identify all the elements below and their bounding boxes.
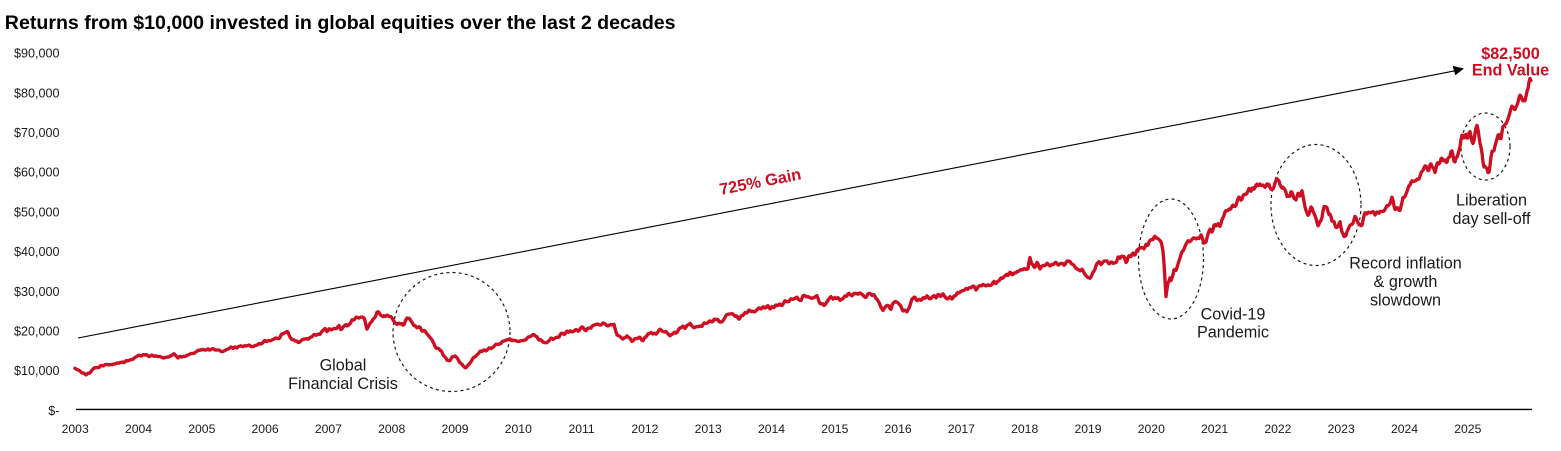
- svg-text:2023: 2023: [1328, 422, 1355, 436]
- svg-text:2015: 2015: [821, 422, 848, 436]
- svg-text:$70,000: $70,000: [14, 126, 60, 140]
- svg-text:2025: 2025: [1454, 422, 1481, 436]
- svg-text:$10,000: $10,000: [14, 364, 60, 378]
- svg-text:Pandemic: Pandemic: [1197, 324, 1269, 342]
- svg-text:$80,000: $80,000: [14, 86, 60, 100]
- svg-text:2007: 2007: [315, 422, 342, 436]
- svg-text:$82,500: $82,500: [1481, 45, 1540, 63]
- svg-text:Global: Global: [320, 356, 367, 374]
- svg-text:2011: 2011: [568, 422, 594, 436]
- svg-text:$50,000: $50,000: [14, 205, 60, 219]
- svg-text:$30,000: $30,000: [14, 285, 60, 299]
- svg-text:Record inflation: Record inflation: [1349, 254, 1461, 272]
- svg-text:$20,000: $20,000: [14, 325, 60, 339]
- svg-text:$-: $-: [48, 404, 59, 418]
- svg-text:2010: 2010: [505, 422, 532, 436]
- svg-text:day sell-off: day sell-off: [1453, 210, 1531, 228]
- svg-text:2005: 2005: [188, 422, 215, 436]
- svg-text:2017: 2017: [948, 422, 975, 436]
- svg-text:slowdown: slowdown: [1370, 291, 1441, 309]
- svg-text:2004: 2004: [125, 422, 152, 436]
- svg-text:2016: 2016: [885, 422, 912, 436]
- svg-text:$90,000: $90,000: [14, 47, 60, 61]
- svg-text:& growth: & growth: [1374, 273, 1438, 291]
- svg-text:2014: 2014: [758, 422, 785, 436]
- svg-text:2021: 2021: [1201, 422, 1228, 436]
- svg-text:2008: 2008: [378, 422, 405, 436]
- svg-text:2022: 2022: [1264, 422, 1291, 436]
- svg-text:2013: 2013: [695, 422, 722, 436]
- svg-text:2006: 2006: [252, 422, 279, 436]
- svg-text:Covid-19: Covid-19: [1201, 305, 1266, 323]
- svg-text:End Value: End Value: [1472, 61, 1549, 79]
- svg-text:2020: 2020: [1138, 422, 1165, 436]
- svg-text:2019: 2019: [1074, 422, 1101, 436]
- svg-text:2003: 2003: [62, 422, 89, 436]
- svg-text:2009: 2009: [441, 422, 468, 436]
- svg-text:$40,000: $40,000: [14, 245, 60, 259]
- svg-text:2024: 2024: [1391, 422, 1418, 436]
- svg-text:Financial Crisis: Financial Crisis: [288, 375, 398, 393]
- svg-text:2012: 2012: [631, 422, 658, 436]
- svg-text:Returns from $10,000 invested: Returns from $10,000 invested in global …: [5, 12, 676, 34]
- svg-text:Liberation: Liberation: [1456, 192, 1527, 210]
- svg-text:$60,000: $60,000: [14, 166, 60, 180]
- svg-text:2018: 2018: [1011, 422, 1038, 436]
